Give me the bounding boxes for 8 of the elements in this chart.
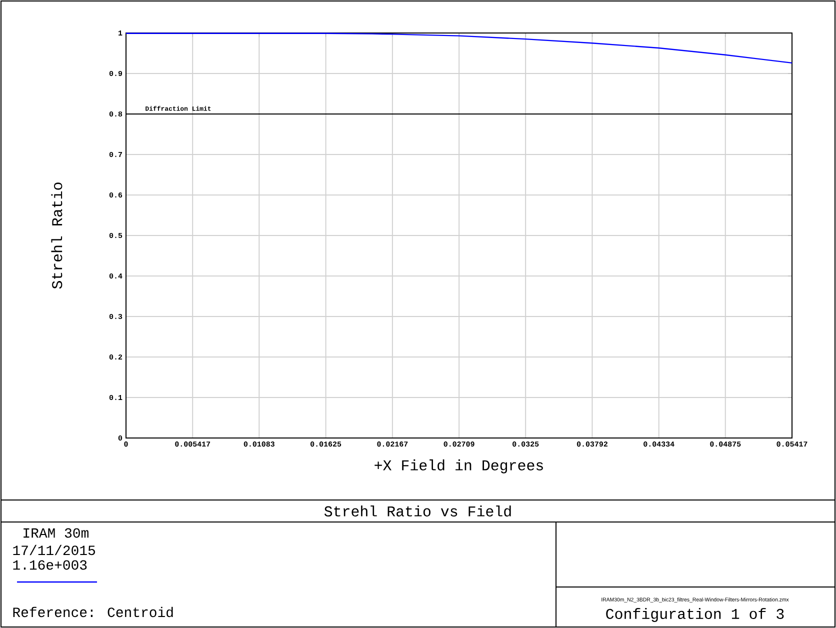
text: 1.16e+003	[13, 560, 87, 570]
text: IRAM 30m	[24, 528, 88, 538]
text: Configuration 1 of 3	[606, 608, 784, 622]
text: 17/11/2015	[13, 544, 96, 556]
x-axis-title: +X Field in Degrees	[374, 459, 543, 474]
text: Strehl Ratio vs Field	[324, 505, 511, 516]
y-axis-title: Strehl Ratio	[51, 182, 62, 289]
text: Reference: Centroid	[13, 606, 173, 618]
